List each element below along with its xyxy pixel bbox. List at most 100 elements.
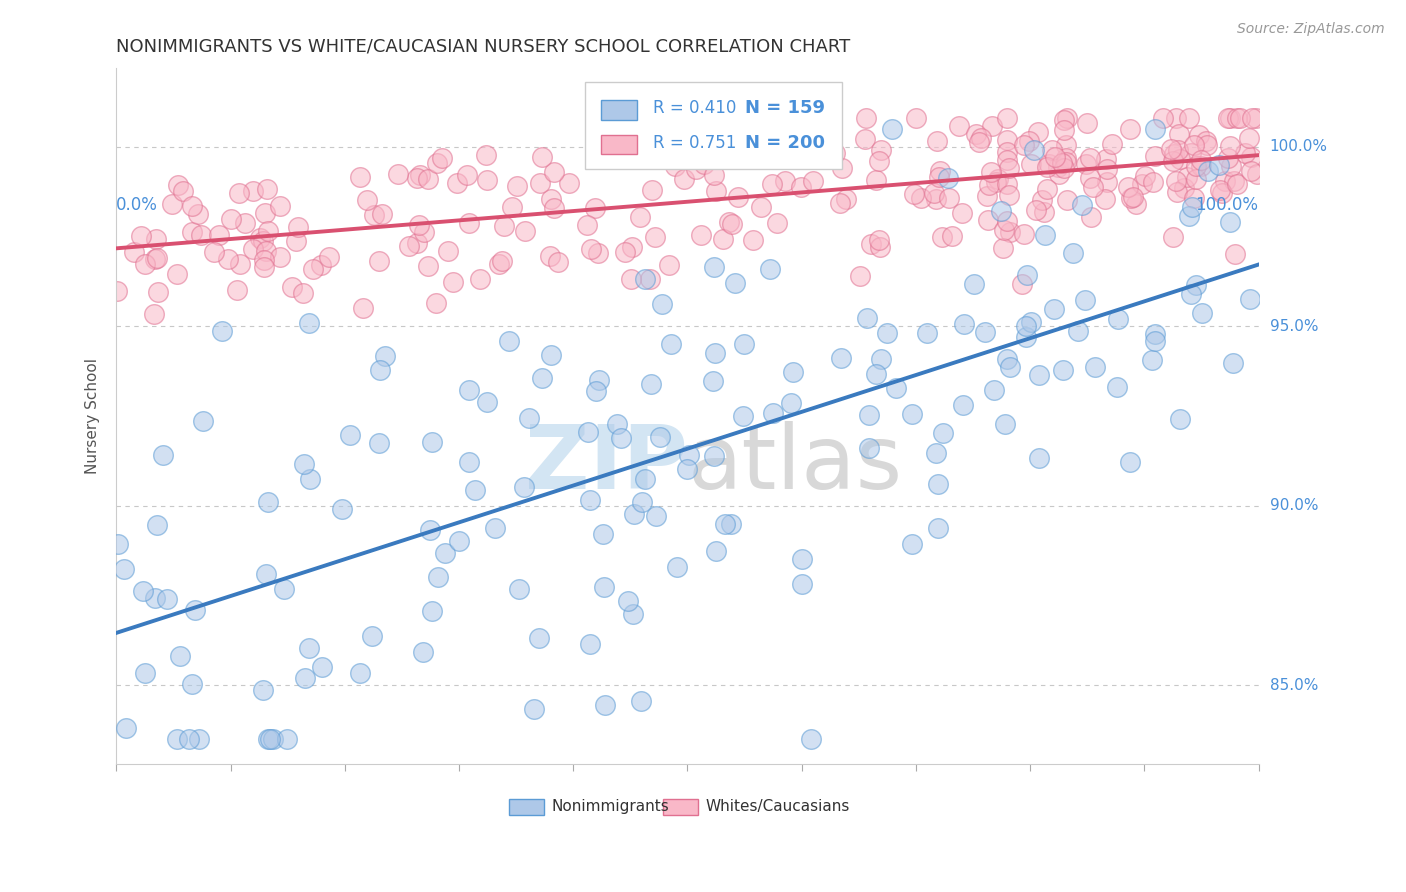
Point — [426, 156, 449, 170]
Point — [1052, 363, 1074, 377]
Point — [297, 641, 319, 656]
Point — [1216, 112, 1239, 126]
Point — [1184, 137, 1206, 152]
Point — [177, 732, 200, 747]
Point — [273, 582, 295, 597]
Point — [1152, 112, 1174, 126]
Point — [903, 187, 925, 202]
Point — [513, 225, 536, 239]
Point — [593, 580, 616, 594]
Point — [720, 516, 742, 531]
Point — [831, 161, 853, 175]
Point — [371, 207, 394, 221]
Point — [905, 112, 928, 126]
Point — [1223, 174, 1246, 188]
Point — [711, 232, 734, 246]
Point — [1062, 245, 1084, 260]
Point — [1142, 175, 1164, 189]
Text: 85.0%: 85.0% — [1270, 678, 1317, 693]
Point — [1226, 178, 1249, 192]
Point — [773, 174, 796, 188]
Point — [187, 732, 209, 747]
Text: 100.0%: 100.0% — [1195, 196, 1258, 214]
Y-axis label: Nursery School: Nursery School — [86, 359, 100, 475]
Point — [606, 417, 628, 432]
Point — [252, 683, 274, 698]
Point — [995, 133, 1018, 147]
Point — [1133, 169, 1156, 183]
Point — [581, 242, 603, 256]
Point — [703, 260, 725, 275]
Point — [835, 193, 858, 207]
Point — [409, 168, 432, 182]
Point — [132, 584, 155, 599]
Point — [540, 348, 562, 362]
Point — [501, 200, 523, 214]
Point — [1240, 163, 1263, 178]
Point — [1164, 174, 1187, 188]
Point — [1167, 143, 1189, 157]
Point — [363, 208, 385, 222]
Point — [219, 211, 242, 226]
Point — [855, 112, 877, 126]
Point — [598, 112, 620, 126]
Point — [1084, 359, 1107, 374]
Point — [644, 230, 666, 244]
Point — [311, 659, 333, 673]
Point — [644, 508, 666, 523]
Point — [780, 146, 803, 161]
Point — [1219, 159, 1241, 173]
Point — [193, 414, 215, 428]
Point — [252, 260, 274, 275]
Point — [1166, 185, 1188, 199]
Point — [718, 215, 741, 229]
Point — [441, 275, 464, 289]
Point — [254, 205, 277, 219]
Point — [387, 167, 409, 181]
Point — [950, 205, 973, 219]
Point — [412, 645, 434, 659]
Point — [1173, 181, 1195, 195]
Point — [420, 604, 443, 618]
Point — [458, 455, 481, 469]
Point — [634, 271, 657, 285]
Point — [491, 254, 513, 268]
Point — [1246, 167, 1268, 181]
Point — [928, 170, 950, 185]
Point — [983, 384, 1005, 398]
Point — [995, 351, 1018, 366]
Point — [145, 252, 167, 266]
Point — [287, 219, 309, 234]
Point — [122, 245, 145, 260]
Point — [583, 201, 606, 215]
Point — [936, 171, 959, 186]
Text: R = 0.751: R = 0.751 — [654, 134, 737, 153]
Point — [408, 218, 430, 232]
Point — [458, 383, 481, 397]
Point — [538, 249, 561, 263]
Point — [519, 410, 541, 425]
FancyBboxPatch shape — [509, 798, 544, 815]
Point — [1229, 112, 1251, 126]
Point — [859, 236, 882, 251]
Point — [1219, 139, 1241, 153]
Point — [1054, 155, 1077, 169]
Point — [995, 112, 1018, 126]
Point — [1066, 324, 1088, 338]
Point — [977, 178, 1000, 192]
Point — [991, 241, 1014, 255]
Point — [1000, 225, 1022, 239]
Point — [540, 192, 562, 206]
Point — [1161, 229, 1184, 244]
Point — [693, 157, 716, 171]
Point — [1047, 161, 1070, 175]
Point — [416, 171, 439, 186]
Point — [952, 317, 974, 331]
Point — [1054, 151, 1077, 165]
Point — [1178, 112, 1201, 126]
Point — [145, 232, 167, 246]
Point — [830, 351, 852, 366]
Point — [1144, 327, 1167, 342]
Point — [558, 176, 581, 190]
Point — [1211, 186, 1233, 201]
